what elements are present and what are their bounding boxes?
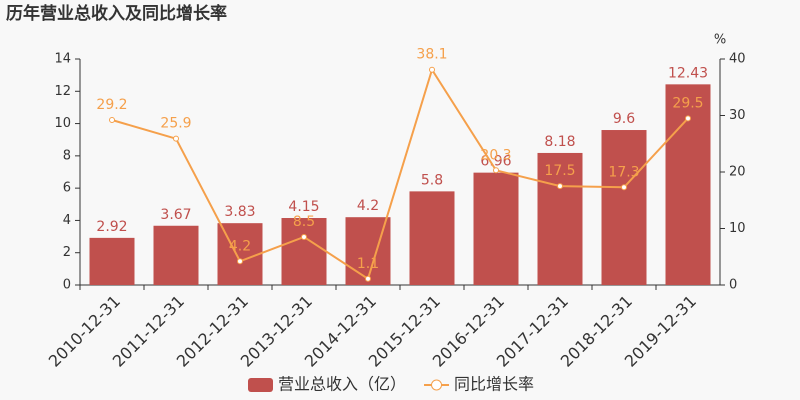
bar-value-label: 5.8	[421, 172, 443, 188]
growth-point	[173, 135, 179, 142]
growth-value-label: 17.5	[544, 163, 575, 179]
y2-tick-label: 30	[729, 108, 746, 123]
bar	[601, 130, 647, 285]
y2-tick-label: 0	[729, 278, 737, 293]
y-tick-label: 4	[63, 213, 71, 228]
growth-value-label: 38.1	[416, 47, 447, 63]
growth-point	[429, 66, 435, 73]
bar-value-label: 12.43	[668, 65, 708, 81]
y2-tick-label: 40	[729, 52, 746, 67]
growth-value-label: 1.1	[357, 256, 379, 272]
growth-value-label: 25.9	[160, 116, 191, 132]
bar-value-label: 4.2	[357, 198, 379, 214]
legend-swatch	[248, 378, 273, 392]
bar-value-label: 3.83	[224, 204, 255, 220]
bar	[281, 218, 327, 285]
growth-point	[365, 275, 371, 282]
growth-value-label: 8.5	[293, 214, 315, 230]
bar-value-label: 8.18	[544, 134, 575, 150]
growth-point	[493, 167, 499, 174]
y-tick-label: 14	[54, 52, 71, 67]
growth-point	[621, 184, 627, 191]
legend-label: 营业总收入（亿）	[278, 375, 406, 394]
bar-value-label: 3.67	[160, 207, 191, 223]
legend-swatch	[431, 379, 443, 391]
legend-label: 同比增长率	[454, 375, 534, 394]
y-tick-label: 2	[63, 245, 71, 260]
bar	[89, 237, 135, 285]
growth-point	[685, 115, 691, 122]
y-tick-label: 10	[54, 116, 71, 131]
y2-tick-label: 20	[729, 165, 746, 180]
growth-value-label: 4.2	[229, 238, 251, 254]
growth-point	[237, 258, 243, 265]
bar	[153, 225, 199, 285]
growth-point	[557, 183, 563, 190]
y-tick-label: 8	[63, 148, 71, 163]
bar	[665, 84, 711, 285]
bar-value-label: 9.6	[613, 111, 635, 127]
y-tick-label: 6	[63, 181, 71, 196]
growth-value-label: 29.5	[672, 95, 703, 111]
y2-axis-label: %	[714, 33, 726, 48]
growth-point	[109, 117, 115, 124]
bar-value-label: 4.15	[288, 199, 319, 215]
y-tick-label: 12	[54, 84, 71, 99]
growth-point	[301, 233, 307, 240]
bar	[409, 191, 455, 285]
growth-value-label: 29.2	[96, 97, 127, 113]
growth-value-label: 20.3	[480, 147, 511, 163]
growth-value-label: 17.3	[608, 164, 639, 180]
bar-value-label: 2.92	[96, 219, 127, 235]
chart-title: 历年营业总收入及同比增长率	[6, 3, 227, 24]
y-tick-label: 0	[63, 278, 71, 293]
bar	[473, 172, 519, 285]
growth-line	[111, 67, 689, 281]
bar	[537, 152, 583, 285]
y2-tick-label: 10	[729, 221, 746, 236]
